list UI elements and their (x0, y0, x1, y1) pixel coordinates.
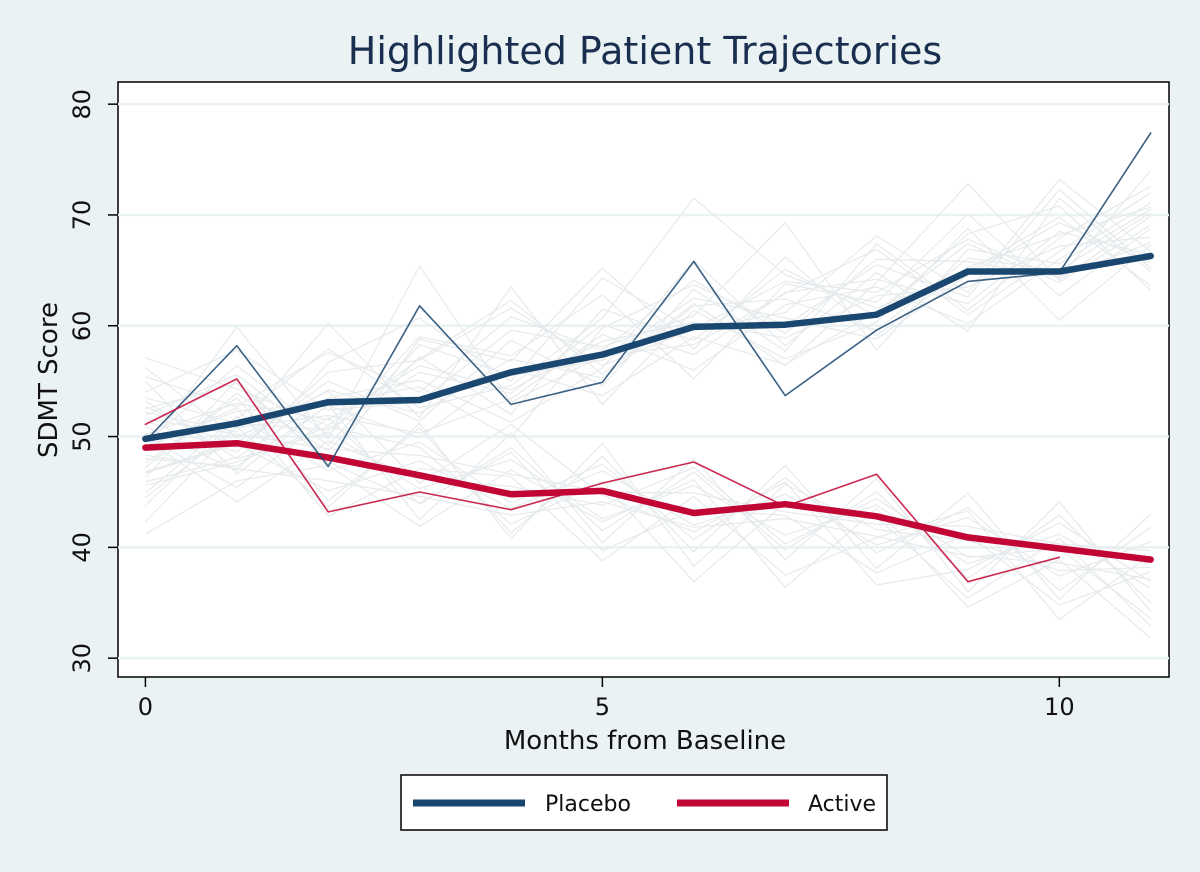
mean-line-placebo (142, 252, 1154, 443)
series-lines (142, 132, 1154, 583)
background-trajectory-line (145, 205, 1152, 469)
patient-line-placebo (144, 132, 1152, 468)
mean-line-active (142, 439, 1154, 563)
background-trajectory-line (144, 197, 1152, 506)
y-tick-label: 30 (68, 643, 96, 674)
background-trajectory-line (145, 382, 1151, 606)
background-trajectory-line (145, 438, 1152, 619)
background-trajectory-line (145, 367, 1152, 586)
chart-title: Highlighted Patient Trajectories (348, 29, 942, 73)
background-trajectory-line (145, 208, 1152, 411)
legend-label-active: Active (808, 792, 876, 817)
y-tick-label: 60 (68, 311, 96, 342)
x-tick-label: 10 (1044, 693, 1075, 721)
y-tick-label: 80 (68, 89, 96, 120)
y-tick-label: 50 (68, 421, 96, 452)
grid-lines (118, 102, 1169, 660)
background-trajectory-line (145, 454, 1151, 581)
x-axis-title: Months from Baseline (504, 726, 786, 756)
x-tick-label: 5 (595, 693, 610, 721)
background-trajectory-line (145, 242, 1151, 408)
background-trajectory-line (145, 222, 1151, 447)
background-trajectory-line (145, 425, 1152, 627)
background-trajectory-line (145, 213, 1152, 444)
axes: 30 40 50 60 70 80 0 5 10 (68, 89, 1075, 721)
background-trajectory-line (144, 192, 1152, 452)
plot-area (117, 81, 1170, 678)
background-trajectory-line (145, 170, 1152, 453)
y-tick-label: 40 (68, 532, 96, 563)
background-trajectory-line (145, 227, 1152, 433)
y-axis-title: SDMT Score (34, 302, 64, 458)
y-tick-label: 70 (68, 200, 96, 231)
legend-label-placebo: Placebo (545, 792, 631, 817)
background-trajectory-line (145, 202, 1152, 498)
legend: Placebo Active (400, 774, 888, 831)
patient-line-active (144, 378, 1061, 583)
background-trajectory-line (145, 407, 1152, 621)
x-tick-label: 0 (138, 693, 153, 721)
